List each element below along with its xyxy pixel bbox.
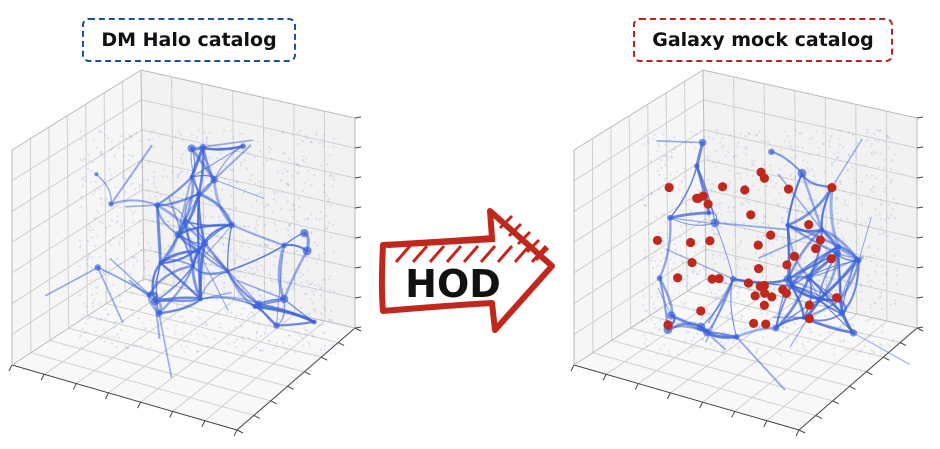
- galaxy-point: [759, 173, 770, 183]
- galaxy-point: [766, 230, 776, 240]
- galaxy-point: [759, 280, 770, 291]
- galaxy-point: [804, 300, 814, 310]
- galaxy-point: [743, 278, 754, 288]
- galaxy-points: [652, 167, 842, 330]
- galaxy-point: [687, 258, 697, 268]
- galaxy-point: [826, 254, 836, 264]
- galaxy-point: [696, 306, 706, 316]
- galaxy-point: [754, 264, 764, 274]
- plot-axes-frame: [570, 69, 924, 437]
- galaxy-point: [740, 185, 750, 195]
- galaxy-mock-3d-plot: [570, 69, 924, 437]
- galaxy-point: [693, 193, 703, 203]
- dm-halo-catalog-label: DM Halo catalog: [82, 18, 296, 62]
- galaxy-point: [761, 319, 771, 329]
- galaxy-point: [804, 313, 814, 324]
- galaxy-mock-catalog-label: Galaxy mock catalog: [633, 18, 893, 62]
- galaxy-point: [663, 320, 673, 330]
- galaxy-point: [811, 243, 821, 254]
- galaxy-point: [673, 273, 683, 283]
- galaxy-point: [759, 300, 769, 310]
- galaxy-point: [760, 288, 770, 298]
- galaxy-point: [804, 220, 814, 230]
- dm-halo-3d-plot: [8, 69, 362, 437]
- galaxy-point: [753, 240, 763, 250]
- galaxy-point: [782, 260, 792, 270]
- galaxy-point: [707, 274, 717, 284]
- galaxy-point: [705, 236, 715, 246]
- galaxy-point: [664, 182, 674, 193]
- galaxy-point: [783, 184, 794, 194]
- galaxy-point: [685, 237, 696, 248]
- galaxy-point: [652, 235, 663, 246]
- galaxy-point: [746, 210, 756, 220]
- hod-arrow: HOD: [378, 208, 555, 333]
- dark-matter-filaments: [44, 129, 337, 379]
- galaxy-point: [832, 293, 842, 303]
- galaxy-point: [750, 291, 760, 301]
- galaxy-point: [827, 183, 837, 193]
- arrow-hatching: [394, 214, 550, 263]
- hod-label: HOD: [405, 262, 501, 306]
- galaxy-point: [815, 235, 826, 245]
- galaxy-point: [714, 274, 724, 284]
- galaxy-point: [748, 318, 759, 328]
- galaxy-point: [717, 182, 728, 192]
- galaxy-point: [767, 292, 777, 302]
- galaxy-point: [789, 251, 800, 261]
- galaxy-point: [703, 199, 713, 209]
- galaxy-point: [778, 284, 788, 295]
